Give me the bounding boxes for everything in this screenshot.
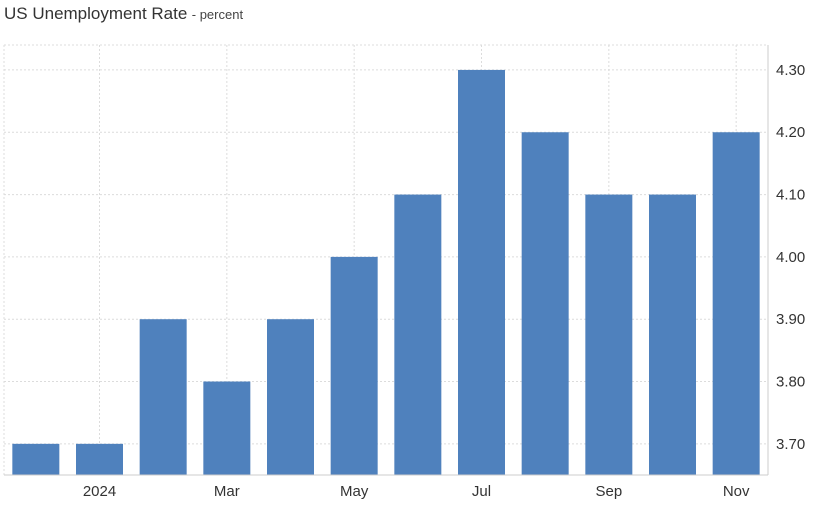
bar-jun bbox=[394, 194, 442, 475]
x-tick-label: 2024 bbox=[83, 483, 116, 500]
bar-dec-2023 bbox=[12, 443, 60, 475]
chart-title-block: US Unemployment Rate - percent bbox=[4, 4, 243, 24]
chart-title: US Unemployment Rate bbox=[4, 4, 188, 23]
bar-may bbox=[330, 256, 378, 475]
bar-aug bbox=[521, 132, 569, 475]
x-tick-label: Mar bbox=[214, 483, 240, 500]
chart-subtitle: - percent bbox=[191, 7, 244, 22]
y-tick-label: 4.30 bbox=[776, 62, 805, 79]
bar-nov bbox=[712, 132, 760, 475]
y-tick-label: 4.10 bbox=[776, 187, 805, 204]
bar-sep bbox=[585, 194, 633, 475]
x-tick-label: Nov bbox=[723, 483, 750, 500]
y-tick-label: 4.20 bbox=[776, 124, 805, 141]
bar-jul bbox=[458, 69, 505, 475]
bar-mar bbox=[203, 381, 251, 475]
y-tick-label: 3.80 bbox=[776, 374, 805, 391]
y-tick-label: 3.90 bbox=[776, 311, 805, 328]
y-tick-label: 3.70 bbox=[776, 436, 805, 453]
x-tick-label: Sep bbox=[595, 483, 622, 500]
bar-feb bbox=[139, 319, 187, 475]
x-tick-label: Jul bbox=[472, 483, 491, 500]
bar-2024 bbox=[76, 443, 123, 475]
bar-apr bbox=[267, 319, 314, 475]
x-tick-label: May bbox=[340, 483, 369, 500]
y-tick-label: 4.00 bbox=[776, 249, 805, 266]
bar-oct bbox=[649, 194, 696, 475]
